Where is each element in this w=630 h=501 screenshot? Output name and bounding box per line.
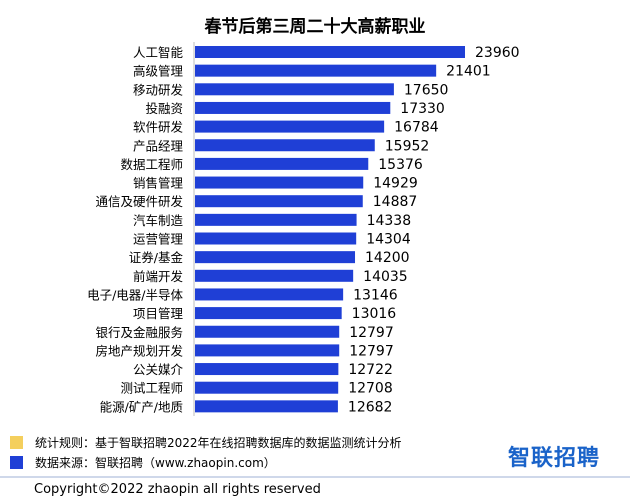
bar xyxy=(195,288,344,301)
bar xyxy=(195,232,357,245)
category-label: 移动研发 xyxy=(133,82,184,97)
category-label: 产品经理 xyxy=(133,138,184,153)
category-label: 前端开发 xyxy=(133,269,184,284)
category-label: 人工智能 xyxy=(133,45,184,60)
bar xyxy=(195,176,364,189)
bar-value-label: 12708 xyxy=(348,381,393,397)
category-label: 项目管理 xyxy=(133,306,184,321)
bar xyxy=(195,325,340,338)
bar-value-label: 21401 xyxy=(446,64,491,80)
category-label: 能源/矿产/地质 xyxy=(100,399,183,414)
bar-value-label: 14887 xyxy=(373,194,418,210)
bar xyxy=(195,157,369,170)
bar-value-label: 13016 xyxy=(352,306,397,322)
bar-value-label: 14338 xyxy=(367,213,412,229)
footer-divider xyxy=(0,476,630,478)
bar-value-label: 12722 xyxy=(348,362,393,378)
bar xyxy=(195,269,354,282)
copyright-text: Copyright©2022 zhaopin all rights reserv… xyxy=(34,482,321,497)
legend-text-rules: 统计规则：基于智联招聘2022年在线招聘数据库的数据监测统计分析 xyxy=(35,435,402,450)
category-label: 公关媒介 xyxy=(133,362,184,377)
bar-value-label: 12682 xyxy=(348,399,393,415)
bar-value-label: 15376 xyxy=(378,157,423,173)
bar-value-label: 12797 xyxy=(349,343,394,359)
category-label: 房地产规划开发 xyxy=(95,343,183,358)
bar xyxy=(195,139,375,152)
bar-value-label: 14200 xyxy=(365,250,410,266)
category-label: 高级管理 xyxy=(133,64,184,79)
bar xyxy=(195,83,394,96)
bar-chart: 春节后第三周二十大高薪职业 人工智能 23960 高级管理 21401 移动研发 1765… xyxy=(87,16,520,416)
legend-text-source: 数据来源：智联招聘（www.zhaopin.com） xyxy=(35,455,276,470)
bar-value-label: 12797 xyxy=(349,325,394,341)
bar-value-label: 17650 xyxy=(404,82,449,98)
category-label: 汽车制造 xyxy=(133,213,184,228)
legend-swatch-rules xyxy=(10,435,23,449)
bar xyxy=(195,400,338,413)
bar xyxy=(195,46,465,58)
bar xyxy=(195,307,342,320)
category-label: 测试工程师 xyxy=(120,381,183,396)
bar-value-label: 13146 xyxy=(353,287,398,303)
bar xyxy=(195,213,357,226)
legend-item-rules: 统计规则：基于智联招聘2022年在线招聘数据库的数据监测统计分析 xyxy=(10,432,402,452)
brand-logo: 智联招聘 xyxy=(508,446,601,471)
bar-value-label: 14035 xyxy=(363,269,408,285)
category-label: 软件研发 xyxy=(133,120,184,135)
category-label: 运营管理 xyxy=(133,232,184,247)
bar-value-label: 14304 xyxy=(366,232,411,248)
legend-swatch-source xyxy=(10,455,23,469)
category-label: 电子/电器/半导体 xyxy=(87,287,183,302)
legend-item-source: 数据来源：智联招聘（www.zhaopin.com） xyxy=(10,452,276,472)
bar xyxy=(195,195,363,208)
bar xyxy=(195,101,391,114)
category-label: 数据工程师 xyxy=(120,157,183,172)
category-label: 通信及硬件研发 xyxy=(95,194,183,209)
bar xyxy=(195,64,437,77)
bar-value-label: 15952 xyxy=(385,138,430,154)
bars-group: 人工智能 23960 高级管理 21401 移动研发 17650 投融资 17330 软件研发 1… xyxy=(87,45,519,415)
bar xyxy=(195,381,339,394)
category-label: 销售管理 xyxy=(133,176,184,191)
bar-value-label: 14929 xyxy=(373,176,418,192)
category-label: 银行及金融服务 xyxy=(95,325,183,340)
category-label: 证券/基金 xyxy=(129,250,184,265)
bar xyxy=(195,344,340,357)
bar xyxy=(195,363,339,376)
bar-value-label: 23960 xyxy=(475,45,520,61)
chart-title: 春节后第三周二十大高薪职业 xyxy=(205,16,426,37)
bar-value-label: 16784 xyxy=(394,120,439,136)
bar xyxy=(195,120,385,133)
category-label: 投融资 xyxy=(145,101,183,116)
bar-value-label: 17330 xyxy=(400,101,445,117)
bar xyxy=(195,251,356,264)
